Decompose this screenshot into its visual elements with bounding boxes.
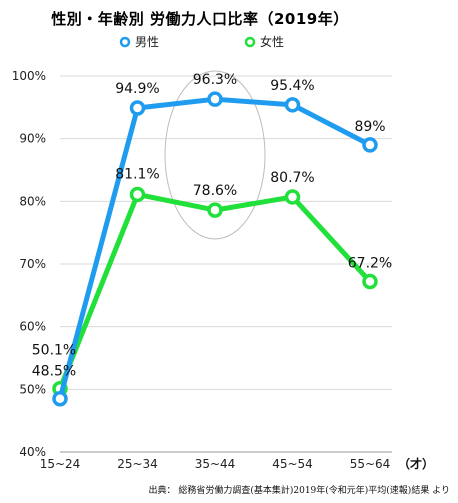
y-tick-label: 70% <box>19 257 46 271</box>
y-tick-label: 100% <box>12 69 46 83</box>
data-point-female <box>129 186 146 203</box>
data-label-male: 96.3% <box>193 72 237 88</box>
data-point-male <box>129 100 146 116</box>
x-tick-label: 45~54 <box>272 457 313 471</box>
source-note: 出典： 総務省労働力調査(基本集計)2019年(令和元年)平均(速報)結果 より <box>148 486 450 496</box>
series-lines <box>52 91 378 407</box>
data-point-female <box>284 189 301 205</box>
data-label-female: 50.1% <box>32 343 76 359</box>
axes: 40% 50% 60% 70% 80% 90% 100% 15~24 25~34 35~44 45~… <box>12 69 392 471</box>
data-label-male: 95.4% <box>270 78 314 94</box>
series-line-male <box>57 96 372 400</box>
data-point-male <box>362 137 378 153</box>
data-point-male <box>284 97 301 113</box>
data-label-female: 78.6% <box>193 183 237 199</box>
y-tick-label: 60% <box>19 320 46 334</box>
data-label-male: 89% <box>354 119 385 135</box>
data-labels: 48.5% 94.9% 96.3% 95.4% 89% 50.1% 81.1% 78.6% 80… <box>32 72 392 380</box>
x-tick-label: 35~44 <box>195 457 236 471</box>
data-label-female: 80.7% <box>270 170 314 186</box>
legend-label-female: 女性 <box>260 34 284 49</box>
data-point-female <box>207 202 223 218</box>
highlight-ellipse <box>164 70 266 240</box>
data-label-female: 67.2% <box>348 256 392 272</box>
y-tick-label: 90% <box>19 132 46 146</box>
data-point-male <box>52 390 68 407</box>
data-point-male <box>207 91 223 107</box>
x-tick-label: 25~34 <box>117 457 158 471</box>
gridlines <box>60 75 392 390</box>
legend-label-male: 男性 <box>135 35 159 49</box>
y-tick-label: 40% <box>19 445 46 459</box>
data-label-male: 48.5% <box>32 364 76 380</box>
data-label-female: 81.1% <box>115 166 159 182</box>
y-tick-label: 80% <box>19 194 46 208</box>
y-tick-label: 50% <box>19 382 46 396</box>
highlight-ellipse <box>164 70 266 240</box>
x-tick-label: 15~24 <box>40 457 81 471</box>
chart-title: 性別・年齢別 労働力人口比率（2019年） <box>51 10 349 28</box>
legend-marker-male <box>119 36 131 48</box>
data-point-female <box>362 273 378 290</box>
data-label-male: 94.9% <box>115 81 159 97</box>
x-tick-label: 55~64 <box>350 457 391 471</box>
x-axis-unit: （才） <box>398 456 434 471</box>
legend-marker-female <box>244 36 256 48</box>
legend: 男性 女性 <box>119 34 284 49</box>
